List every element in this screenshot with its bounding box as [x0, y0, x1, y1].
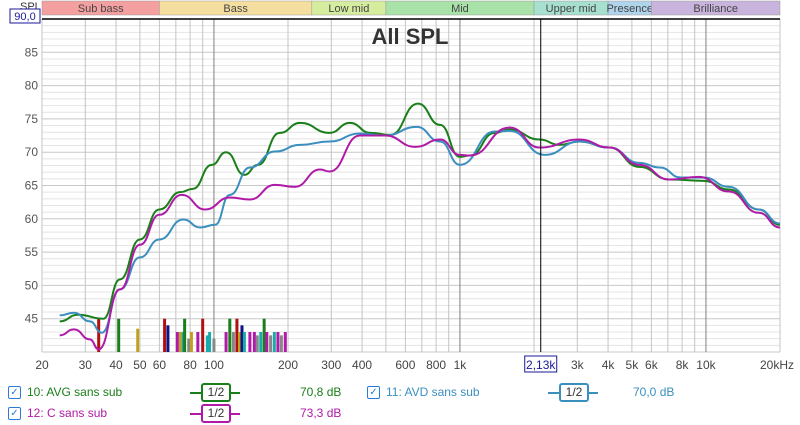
x-tick-label: 20kHz — [760, 358, 794, 372]
mode-marker — [262, 318, 266, 352]
band-label: Low mid — [328, 3, 369, 15]
mode-marker — [175, 332, 179, 352]
band-label: Upper mid — [546, 3, 597, 15]
smoothing-button-avd[interactable]: 1/2 — [559, 383, 589, 402]
checkbox-c[interactable]: ✓ — [8, 406, 21, 420]
y-tick-label: 45 — [25, 312, 39, 326]
band-6 — [651, 0, 781, 16]
mode-marker — [242, 332, 246, 352]
mode-marker — [255, 335, 259, 352]
cursor-label: 2,13k — [526, 358, 556, 372]
x-tick-label: 600 — [395, 358, 415, 372]
band-label: Brilliance — [693, 3, 738, 15]
value-avd: 70,0 dB — [633, 385, 675, 399]
value-avg: 70,8 dB — [300, 385, 342, 399]
checkbox-avd[interactable]: ✓ — [367, 385, 380, 399]
x-tick-label: 50 — [133, 358, 147, 372]
band-label: Bass — [223, 3, 248, 15]
x-tick-label: 40 — [109, 358, 123, 372]
x-tick-label: 400 — [352, 358, 372, 372]
value-c: 73,3 dB — [300, 406, 342, 420]
mode-marker — [283, 332, 287, 352]
y-tick-label: 50 — [25, 278, 39, 292]
y-tick-label: 60 — [25, 212, 39, 226]
x-tick-label: 200 — [278, 358, 298, 372]
mode-marker — [248, 332, 252, 352]
x-tick-label: 6k — [645, 358, 659, 372]
mode-marker — [163, 318, 167, 352]
mode-marker — [231, 332, 235, 352]
cursor-box — [524, 355, 558, 373]
mode-marker — [183, 318, 187, 352]
y-tick-label: 55 — [25, 245, 39, 259]
smoothing-button-avg[interactable]: 1/2 — [201, 383, 231, 402]
x-tick-label: 3k — [571, 358, 585, 372]
mode-marker — [269, 335, 273, 352]
x-tick-label: 5k — [626, 358, 640, 372]
mode-marker — [208, 332, 212, 352]
x-tick-label: 8k — [676, 358, 690, 372]
series-name-avd: 11: AVD sans sub — [386, 385, 480, 399]
x-tick-label: 100 — [204, 358, 224, 372]
mode-marker — [187, 338, 191, 352]
mode-marker — [117, 318, 121, 352]
x-tick-label: 300 — [321, 358, 341, 372]
mode-marker — [189, 332, 193, 352]
y-tick-label: 75 — [25, 112, 39, 126]
x-tick-label: 30 — [79, 358, 93, 372]
y-top-value: 90,0 — [14, 11, 35, 23]
mode-marker — [279, 335, 283, 352]
x-tick-label: 80 — [183, 358, 197, 372]
mode-marker — [178, 332, 182, 352]
mode-marker — [276, 332, 280, 352]
series-name-avg: 10: AVG sans sub — [27, 385, 123, 399]
mode-marker — [166, 325, 170, 352]
mode-marker — [228, 318, 232, 352]
series-name-c: 12: C sans sub — [27, 406, 108, 420]
mode-marker — [237, 332, 241, 352]
y-tick-label: 80 — [25, 79, 39, 93]
smoothing-button-c[interactable]: 1/2 — [201, 404, 231, 423]
y-top-box — [9, 8, 41, 24]
mode-marker — [259, 332, 263, 352]
mode-marker — [265, 332, 269, 352]
mode-marker — [97, 318, 101, 352]
mode-marker — [201, 318, 205, 352]
y-tick-label: 70 — [25, 145, 39, 159]
mode-marker — [272, 332, 276, 352]
band-label: Presence — [606, 3, 652, 15]
spl-graph[interactable]: Sub bass Bass Low mid Mid Upper mid Presence B… — [0, 0, 800, 380]
mode-marker — [196, 332, 200, 352]
y-tick-label: 65 — [25, 179, 39, 193]
mode-marker — [205, 335, 209, 352]
x-tick-label: 1k — [454, 358, 468, 372]
x-tick-label: 20 — [35, 358, 49, 372]
x-tick-label: 800 — [426, 358, 446, 372]
checkbox-avg[interactable]: ✓ — [8, 385, 21, 399]
x-tick-label: 10k — [696, 358, 716, 372]
mode-marker — [252, 332, 256, 352]
legend-item-avd: ✓ 11: AVD sans sub — [367, 385, 480, 399]
band-label: Sub bass — [78, 3, 124, 15]
legend-item-avg: ✓ 10: AVG sans sub — [8, 385, 122, 399]
x-tick-label: 4k — [602, 358, 616, 372]
mode-marker — [240, 325, 244, 352]
mode-marker — [224, 332, 228, 352]
x-tick-label: 60 — [153, 358, 167, 372]
series-line-1 — [59, 125, 781, 334]
mode-marker — [136, 328, 140, 352]
mode-marker — [212, 338, 216, 352]
legend-item-c: ✓ 12: C sans sub — [8, 406, 107, 420]
chart-title: All SPL — [371, 24, 448, 49]
band-label: Mid — [451, 3, 469, 15]
mode-marker — [235, 318, 239, 352]
y-tick-label: 85 — [25, 45, 39, 59]
series-line-2 — [59, 126, 781, 351]
